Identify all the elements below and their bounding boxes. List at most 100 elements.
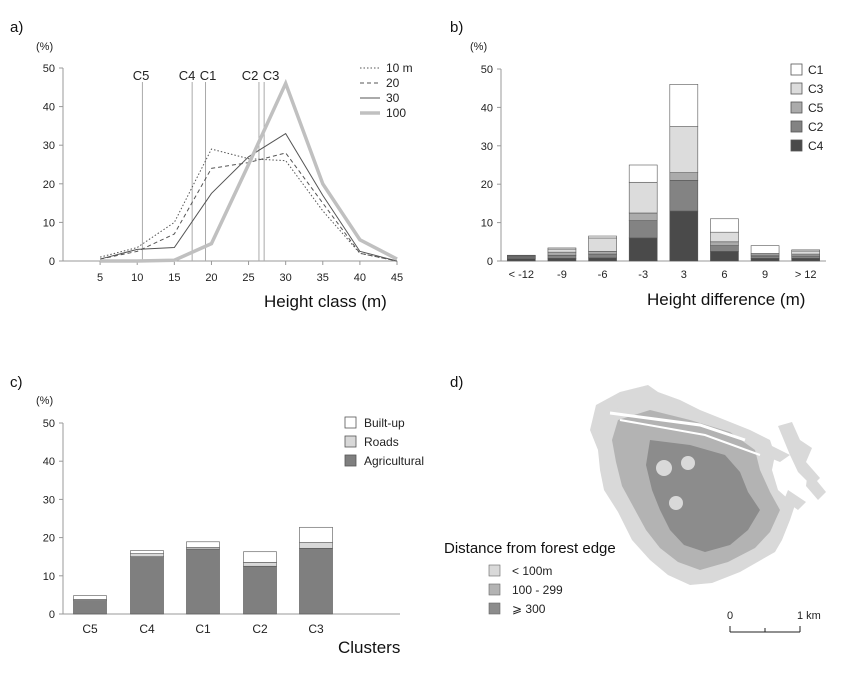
legend-label-c2: C2: [808, 120, 824, 134]
bar-segment-c1: [750, 245, 780, 254]
panel-a-x-tick-label: 15: [168, 272, 180, 284]
scale-end-label: 1 km: [797, 610, 821, 622]
legend-label-agricultural: Agricultural: [364, 454, 424, 468]
panel-c-y-tick-label: 10: [43, 571, 55, 583]
legend-swatch-c1: [790, 63, 803, 76]
panel-c-y-tick-label: 50: [43, 418, 55, 430]
map-scale-bar: 0 1 km: [727, 610, 821, 633]
bar-segment-c3: [588, 237, 617, 252]
bar-segment-agricultural: [130, 556, 164, 615]
legend-swatch-c5: [790, 101, 803, 114]
bar-segment-c4: [507, 258, 536, 262]
panel-a-x-title: Height class (m): [264, 292, 387, 311]
map-legend: < 100m 100 - 299 ⩾ 300: [488, 564, 563, 616]
panel-c-x-tick-label: C5: [82, 622, 98, 636]
bar-segment-built-up: [299, 526, 333, 543]
legend-swatch-c2: [790, 120, 803, 133]
map-gap-line-2: [619, 419, 761, 456]
panel-a-x-tick-label: 10: [131, 272, 143, 284]
map-legend-label-0: < 100m: [512, 564, 552, 578]
panel-b-x-tick-label: 3: [681, 269, 687, 281]
bar-segment-c5: [547, 251, 577, 256]
panel-a-x-tick-label: 30: [280, 272, 292, 284]
panel-b-bars: [507, 84, 820, 262]
panel-b-x-tick-label: > 12: [795, 269, 817, 281]
panel-c: c) (%) Clusters 0 10 20 30 40 50 C5 C4 C1 C2 C3 Bu…: [10, 374, 424, 657]
legend-swatch-roads: [344, 435, 357, 448]
bar-segment-agricultural: [243, 565, 277, 615]
bar-segment-c2: [547, 254, 577, 259]
panel-c-y-tick-label: 20: [43, 533, 55, 545]
panel-d-map: d) Distance from forest edge < 100m 100 -…: [444, 374, 826, 633]
bar-segment-c2: [588, 253, 617, 259]
legend-swatch-built-up: [344, 416, 357, 429]
cluster-label-c3: C3: [263, 68, 280, 83]
panel-a-letter: a): [10, 19, 23, 36]
bar-segment-c1: [588, 235, 617, 239]
panel-b-x-tick-label: < -12: [509, 269, 534, 281]
panel-a-cluster-lines: C5 C4 C1 C2 C3: [133, 68, 280, 261]
legend-swatch-c4: [790, 139, 803, 152]
map-legend-label-2: ⩾ 300: [512, 602, 546, 616]
bar-segment-c4: [750, 258, 780, 262]
panel-c-x-tick-label: C2: [252, 622, 268, 636]
panel-a-y-tick-label: 10: [43, 217, 55, 229]
map-clearing-1: [656, 460, 672, 476]
panel-c-x-tick-label: C3: [308, 622, 324, 636]
legend-label-roads: Roads: [364, 435, 399, 449]
bar-segment-c3: [669, 126, 699, 173]
series-line-dashed: [100, 152, 398, 262]
panel-a-x-tick-label: 20: [205, 272, 217, 284]
panel-b-x-tick-label: -9: [557, 269, 567, 281]
panel-c-letter: c): [10, 374, 23, 391]
legend-label-c3: C3: [808, 82, 824, 96]
bar-segment-c4: [710, 251, 739, 262]
panel-c-y-tick-label: 30: [43, 494, 55, 506]
panel-a-series-lines: [99, 78, 398, 263]
panel-b-y-unit: (%): [470, 41, 487, 53]
bar-segment-c4: [669, 210, 699, 262]
panel-a-x-tick-label: 40: [354, 272, 366, 284]
legend-label-built-up: Built-up: [364, 416, 405, 430]
panel-a-y-tick-label: 30: [43, 140, 55, 152]
series-line-thick: [100, 78, 398, 263]
bar-segment-c3: [628, 181, 658, 214]
bar-segment-c1: [669, 84, 699, 127]
forest-map: [590, 385, 826, 585]
legend-swatch-c3: [790, 82, 803, 95]
bar-segment-built-up: [186, 541, 220, 548]
legend-label-c1: C1: [808, 63, 824, 77]
panel-a-x-tick-label: 5: [97, 272, 103, 284]
legend-label-dashed: 20: [386, 76, 400, 90]
map-gap-line-1: [609, 411, 746, 442]
panel-b-x-tick-label: 9: [762, 269, 768, 281]
panel-b-y-tick-label: 10: [481, 218, 493, 230]
bar-segment-c2: [791, 255, 820, 259]
series-line-solid: [99, 132, 398, 262]
bar-segment-c1: [628, 164, 658, 183]
legend-label-dotted: 10 m: [386, 61, 413, 75]
bar-segment-agricultural: [73, 600, 107, 615]
map-clearing-2: [681, 456, 695, 470]
cluster-label-c1: C1: [200, 68, 217, 83]
series-line-dotted: [99, 148, 398, 262]
panel-a-y-tick-label: 20: [43, 179, 55, 191]
panel-c-y-unit: (%): [36, 395, 53, 407]
bar-segment-c2: [750, 255, 780, 259]
bar-segment-c2: [710, 245, 739, 252]
bar-segment-c4: [628, 237, 658, 262]
panel-c-y-tick-label: 0: [49, 609, 55, 621]
panel-b: b) (%) Height difference (m) 0 10 20 30 40 50…: [450, 19, 826, 309]
bar-segment-c2: [669, 180, 699, 212]
panel-a-y-unit: (%): [36, 41, 53, 53]
map-legend-swatch-1: [488, 583, 501, 596]
panel-b-y-tick-label: 30: [481, 141, 493, 153]
bar-segment-built-up: [73, 595, 107, 600]
panel-b-x-tick-label: -3: [638, 269, 648, 281]
bar-segment-c5: [628, 212, 658, 221]
scale-start-label: 0: [727, 610, 733, 622]
legend-label-thick: 100: [386, 106, 406, 120]
panel-c-bars: [73, 526, 333, 615]
